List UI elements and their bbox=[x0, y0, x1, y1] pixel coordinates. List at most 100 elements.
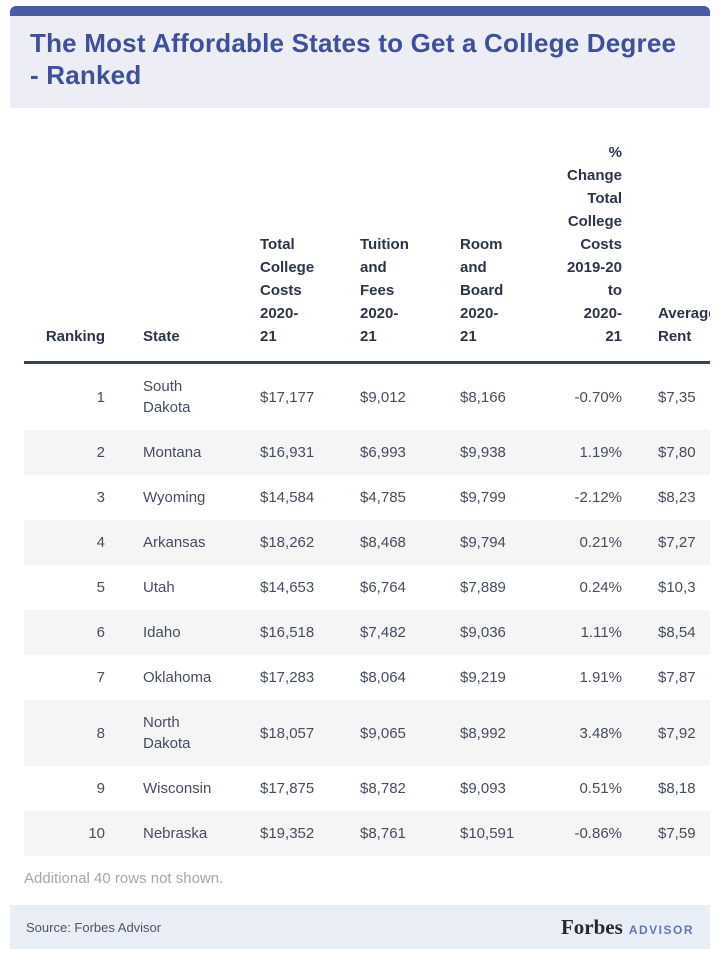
state-cell: Idaho bbox=[143, 624, 181, 641]
pct-change-cell: 3.48% bbox=[579, 724, 622, 742]
pct-change-cell: 0.51% bbox=[579, 780, 622, 797]
state-cell: Utah bbox=[143, 579, 175, 596]
room-board-cell: $9,093 bbox=[460, 780, 506, 797]
tuition-cell: $9,012 bbox=[360, 388, 406, 406]
avg-rent-cell: $8,18 bbox=[658, 780, 696, 797]
avg-rent-cell: $7,92 bbox=[658, 724, 696, 742]
state-cell: Arkansas bbox=[143, 534, 206, 551]
tuition-cell: $4,785 bbox=[360, 489, 406, 506]
avg-rent-cell: $7,27 bbox=[658, 534, 696, 551]
room-board-cell: $8,166 bbox=[460, 388, 506, 406]
avg-rent-cell: $10,3 bbox=[658, 579, 696, 596]
rank-cell: 2 bbox=[96, 444, 105, 461]
affordable-states-table: Ranking State Total College Costs 2020- … bbox=[24, 140, 710, 856]
table-row: 10 Nebraska $19,352 $8,761 $10,591 -0.86… bbox=[24, 811, 710, 856]
footer-bar: Source: Forbes Advisor Forbes ADVISOR bbox=[10, 905, 710, 949]
table-row: 9 Wisconsin $17,875 $8,782 $9,093 0.51% … bbox=[24, 766, 710, 811]
table-row: 8 North Dakota $18,057 $9,065 $8,992 3.4… bbox=[24, 700, 710, 766]
column-header-room-board: Room and Board 2020- 21 bbox=[450, 140, 550, 364]
column-header-average-rent: Average Rent bbox=[634, 140, 710, 364]
tuition-cell: $8,761 bbox=[360, 825, 406, 842]
pct-change-cell: 1.19% bbox=[579, 444, 622, 461]
avg-rent-cell: $8,54 bbox=[658, 624, 696, 641]
pct-change-cell: -2.12% bbox=[574, 489, 622, 506]
rank-cell: 6 bbox=[96, 624, 105, 641]
table-row: 6 Idaho $16,518 $7,482 $9,036 1.11% $8,5… bbox=[24, 610, 710, 655]
room-board-cell: $8,992 bbox=[460, 724, 506, 742]
room-board-cell: $7,889 bbox=[460, 579, 506, 596]
room-board-cell: $9,938 bbox=[460, 444, 506, 461]
state-cell: Oklahoma bbox=[143, 669, 212, 686]
tuition-cell: $9,065 bbox=[360, 724, 406, 742]
room-board-cell: $9,794 bbox=[460, 534, 506, 551]
total-cost-cell: $18,057 bbox=[260, 724, 315, 742]
rank-cell: 3 bbox=[96, 489, 105, 506]
room-board-cell: $10,591 bbox=[460, 825, 515, 842]
total-cost-cell: $18,262 bbox=[260, 534, 315, 551]
avg-rent-cell: $7,87 bbox=[658, 669, 696, 686]
rank-cell: 9 bbox=[96, 780, 105, 797]
state-cell: North Dakota bbox=[143, 714, 191, 752]
rows-not-shown-note: Additional 40 rows not shown. bbox=[24, 870, 224, 887]
tuition-cell: $6,764 bbox=[360, 579, 406, 596]
total-cost-cell: $16,518 bbox=[260, 624, 315, 641]
state-cell: South Dakota bbox=[143, 378, 191, 416]
table-row: 4 Arkansas $18,262 $8,468 $9,794 0.21% $… bbox=[24, 520, 710, 565]
source-text: Source: Forbes Advisor bbox=[26, 919, 162, 935]
room-board-cell: $9,036 bbox=[460, 624, 506, 641]
total-cost-cell: $16,931 bbox=[260, 444, 315, 461]
total-cost-cell: $17,283 bbox=[260, 669, 315, 686]
total-cost-cell: $17,177 bbox=[260, 388, 315, 406]
table-row: 7 Oklahoma $17,283 $8,064 $9,219 1.91% $… bbox=[24, 655, 710, 700]
column-header-ranking: Ranking bbox=[24, 140, 130, 364]
table-row: 2 Montana $16,931 $6,993 $9,938 1.19% $7… bbox=[24, 430, 710, 475]
avg-rent-cell: $7,59 bbox=[658, 825, 696, 842]
total-cost-cell: $19,352 bbox=[260, 825, 315, 842]
title-area: The Most Affordable States to Get a Coll… bbox=[10, 16, 710, 108]
pct-change-cell: 0.24% bbox=[579, 579, 622, 596]
state-cell: Wisconsin bbox=[143, 780, 212, 797]
rank-cell: 5 bbox=[96, 579, 105, 596]
room-board-cell: $9,219 bbox=[460, 669, 506, 686]
rank-cell: 7 bbox=[96, 669, 105, 686]
tuition-cell: $8,064 bbox=[360, 669, 406, 686]
pct-change-cell: -0.86% bbox=[574, 825, 622, 842]
avg-rent-cell: $8,23 bbox=[658, 489, 696, 506]
pct-change-cell: 0.21% bbox=[579, 534, 622, 551]
column-header-tuition-fees: Tuition and Fees 2020- 21 bbox=[350, 140, 450, 364]
table-row: 5 Utah $14,653 $6,764 $7,889 0.24% $10,3 bbox=[24, 565, 710, 610]
page-title: The Most Affordable States to Get a Coll… bbox=[30, 28, 677, 90]
title-card: The Most Affordable States to Get a Coll… bbox=[10, 6, 710, 108]
avg-rent-cell: $7,35 bbox=[658, 388, 696, 406]
total-cost-cell: $14,584 bbox=[260, 489, 315, 506]
total-cost-cell: $17,875 bbox=[260, 780, 315, 797]
pct-change-cell: 1.91% bbox=[579, 669, 622, 686]
tuition-cell: $6,993 bbox=[360, 444, 406, 461]
rank-cell: 8 bbox=[96, 724, 105, 742]
state-cell: Nebraska bbox=[143, 825, 208, 842]
tuition-cell: $8,468 bbox=[360, 534, 406, 551]
tuition-cell: $7,482 bbox=[360, 624, 406, 641]
advisor-label: ADVISOR bbox=[628, 922, 694, 937]
table-row: 1 South Dakota $17,177 $9,012 $8,166 -0.… bbox=[24, 363, 710, 431]
pct-change-cell: 1.11% bbox=[580, 624, 622, 641]
column-header-pct-change: % Change Total College Costs 2019-20 to … bbox=[550, 140, 634, 364]
state-cell: Wyoming bbox=[143, 489, 206, 506]
room-board-cell: $9,799 bbox=[460, 489, 506, 506]
avg-rent-cell: $7,80 bbox=[658, 444, 696, 461]
forbes-wordmark: Forbes bbox=[560, 914, 623, 939]
column-header-state: State bbox=[130, 140, 250, 364]
state-cell: Montana bbox=[143, 444, 202, 461]
rank-cell: 10 bbox=[88, 825, 105, 842]
rank-cell: 1 bbox=[96, 388, 105, 406]
rank-cell: 4 bbox=[96, 534, 105, 551]
table-row: 3 Wyoming $14,584 $4,785 $9,799 -2.12% $… bbox=[24, 475, 710, 520]
column-header-total-costs: Total College Costs 2020- 21 bbox=[250, 140, 350, 364]
table-section: Ranking State Total College Costs 2020- … bbox=[0, 140, 720, 887]
tuition-cell: $8,782 bbox=[360, 780, 406, 797]
forbes-advisor-logo: Forbes ADVISOR bbox=[561, 915, 694, 940]
pct-change-cell: -0.70% bbox=[574, 388, 622, 406]
title-accent-bar bbox=[10, 6, 710, 16]
table-header-row: Ranking State Total College Costs 2020- … bbox=[24, 140, 710, 364]
